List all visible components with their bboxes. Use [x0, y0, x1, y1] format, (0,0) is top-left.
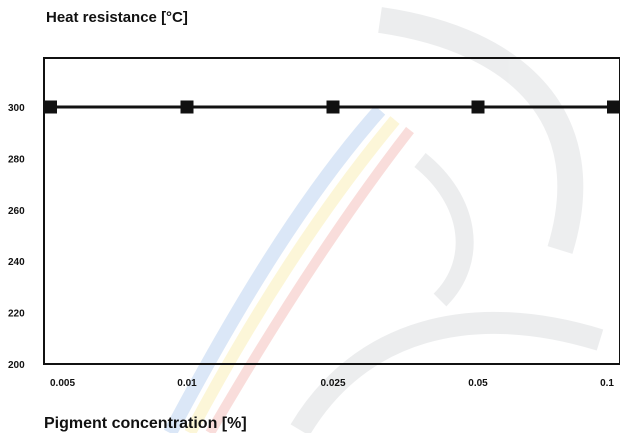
series-layer: [44, 100, 620, 114]
x-tick-label: 0.025: [320, 378, 345, 389]
y-tick-label: 220: [8, 309, 25, 320]
plot-frame: [43, 57, 620, 365]
x-tick-label: 0.1: [600, 378, 614, 389]
y-tick-label: 300: [8, 103, 25, 114]
data-point: [326, 100, 340, 114]
y-tick-label: 240: [8, 257, 25, 268]
y-tick-label: 200: [8, 360, 25, 371]
x-axis-label: Pigment concentration [%]: [44, 415, 247, 432]
data-point: [607, 100, 620, 114]
y-tick-label: 280: [8, 154, 25, 165]
x-ticks: 0.005 0.01 0.025 0.05 0.1: [50, 378, 614, 389]
data-point: [44, 100, 57, 114]
x-tick-label: 0.01: [177, 378, 197, 389]
watermark: [163, 7, 604, 433]
data-point: [471, 100, 485, 114]
data-point: [180, 100, 194, 114]
y-axis-label: Heat resistance [°C]: [46, 9, 188, 26]
y-ticks: 200 220 240 260 280 300: [8, 103, 25, 371]
x-tick-label: 0.05: [468, 378, 488, 389]
x-tick-label: 0.005: [50, 378, 75, 389]
y-tick-label: 260: [8, 206, 25, 217]
